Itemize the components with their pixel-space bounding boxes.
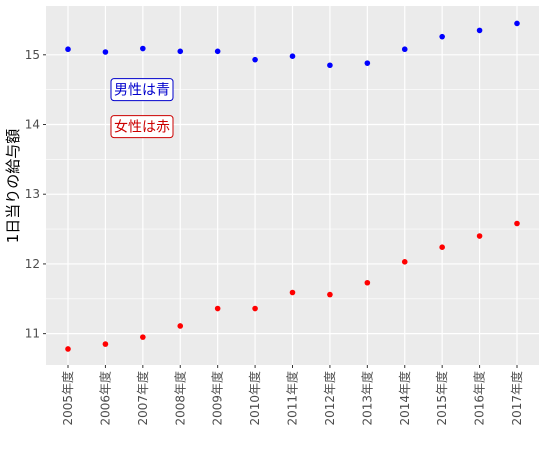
data-point <box>65 46 71 53</box>
data-point <box>140 45 146 52</box>
annotation-label: 男性は青 <box>114 83 170 99</box>
x-tick-label: 2008年度 <box>172 371 187 426</box>
y-axis-label: 1日当りの給与額 <box>4 129 22 244</box>
x-tick-label: 2014年度 <box>397 371 412 426</box>
x-tick-label: 2009年度 <box>210 371 225 426</box>
points-layer <box>65 20 520 352</box>
y-tick-label: 14 <box>25 118 40 132</box>
data-point <box>252 305 258 312</box>
x-tick-label: 2013年度 <box>359 371 374 426</box>
data-point <box>439 33 445 40</box>
data-point <box>214 305 221 312</box>
data-point <box>214 48 221 55</box>
data-point <box>476 27 483 34</box>
data-point <box>364 279 371 286</box>
data-point <box>102 49 109 55</box>
data-point <box>140 334 146 340</box>
annotation-box <box>110 115 174 139</box>
data-point <box>364 60 371 66</box>
x-tick-label: 2011年度 <box>285 371 300 426</box>
data-point <box>289 53 296 59</box>
x-tick-label: 2015年度 <box>434 371 449 426</box>
data-point <box>252 56 258 63</box>
x-tick-label: 2012年度 <box>322 371 337 426</box>
data-point <box>177 48 184 55</box>
data-point <box>65 346 71 352</box>
data-point <box>439 244 445 250</box>
x-tick-label: 2016年度 <box>472 371 487 426</box>
annotation-box <box>110 78 174 102</box>
data-point <box>177 323 184 329</box>
x-tick-label: 2007年度 <box>135 371 150 426</box>
data-point <box>476 233 483 239</box>
x-tick-label: 2005年度 <box>60 371 75 426</box>
data-point <box>514 220 520 227</box>
data-point <box>327 291 333 298</box>
data-point <box>289 289 296 296</box>
x-tick-label: 2017年度 <box>509 371 524 426</box>
x-axis: 2005年度 2006年度 2007年度 2008年度 2009年度 2010年度 2011… <box>60 365 524 426</box>
data-point <box>514 20 520 27</box>
data-point <box>401 259 408 265</box>
data-point <box>401 46 408 53</box>
data-point <box>102 341 109 347</box>
annotation-label: 女性は赤 <box>114 119 170 136</box>
x-tick-label: 2006年度 <box>97 371 112 426</box>
y-tick-label: 15 <box>25 48 40 62</box>
x-tick-label: 2010年度 <box>247 371 262 426</box>
y-tick-label: 11 <box>25 327 40 341</box>
y-tick-label: 12 <box>25 257 40 271</box>
y-axis: 11 12 13 14 15 <box>25 48 46 341</box>
y-tick-label: 13 <box>25 187 40 201</box>
data-point <box>327 62 333 69</box>
